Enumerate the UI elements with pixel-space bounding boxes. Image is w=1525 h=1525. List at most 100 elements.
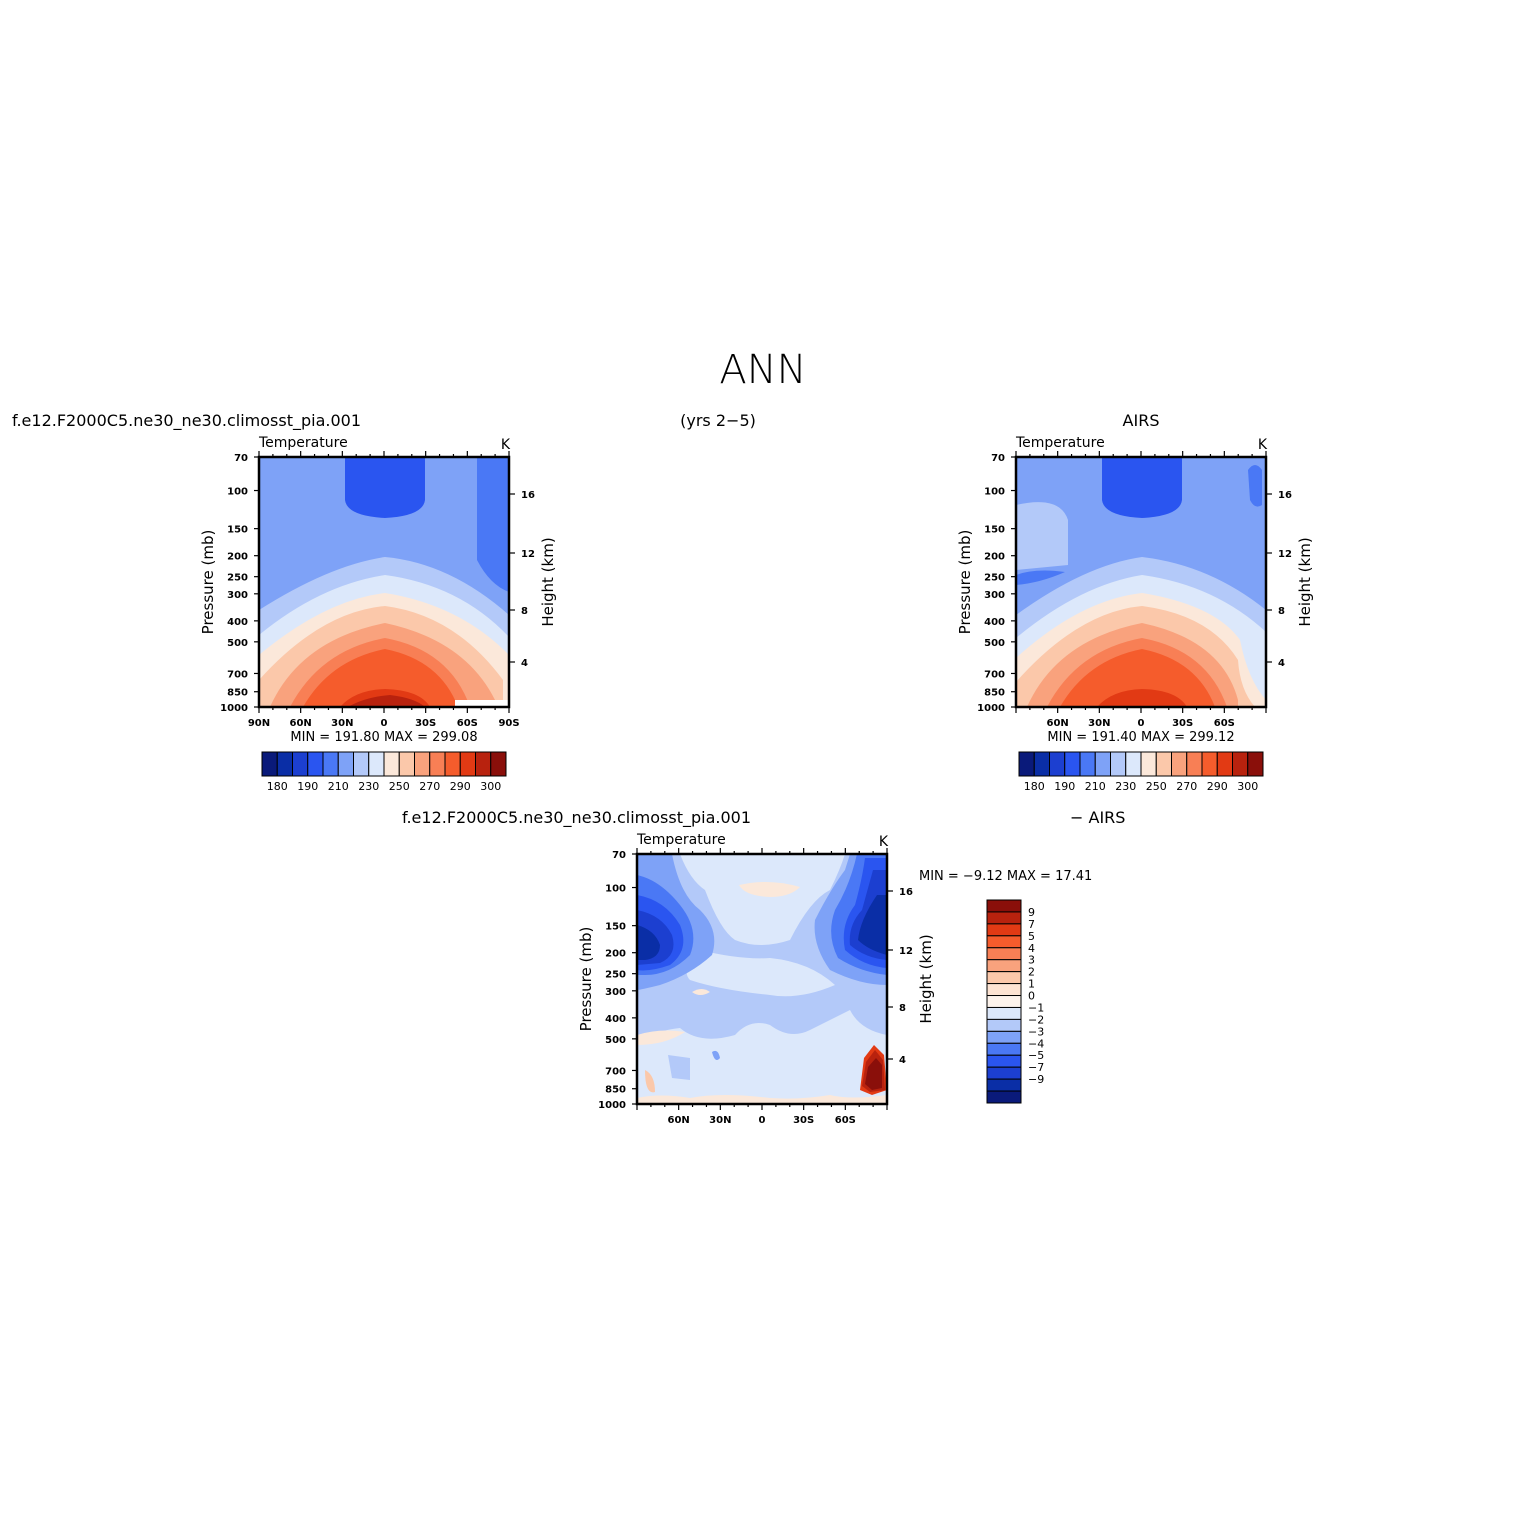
panel-diff: Temperature K <box>577 832 1092 1126</box>
x-tick-label: 30S <box>1172 718 1193 729</box>
colorbar-swatch <box>414 751 431 777</box>
colorbar-swatch <box>383 751 400 777</box>
colorbar-swatch <box>1155 751 1172 777</box>
colorbar-swatch <box>986 935 1022 949</box>
colorbar-swatch <box>986 923 1022 937</box>
colorbar-label: −1 <box>1028 1001 1044 1014</box>
colorbar-label: 250 <box>389 780 410 793</box>
colorbar-swatch <box>307 751 324 777</box>
panel-model-stats: MIN = 191.80 MAX = 299.08 <box>290 730 477 745</box>
colorbar-swatch <box>1171 751 1188 777</box>
colorbar-label: 5 <box>1028 930 1035 943</box>
colorbar-swatch <box>1049 751 1066 777</box>
x-tick-label: 30S <box>415 718 436 729</box>
y2-tick-label: 16 <box>521 490 535 501</box>
y2-tick-label: 12 <box>1278 549 1292 560</box>
colorbar-label: −9 <box>1028 1073 1044 1086</box>
y-tick-label: 150 <box>984 525 1005 536</box>
colorbar-label: 190 <box>1054 780 1075 793</box>
colorbar-swatch <box>1232 751 1249 777</box>
y-tick-label: 850 <box>605 1085 626 1096</box>
panel-diff-ylabel: Pressure (mb) <box>577 927 595 1032</box>
panel-model-units: K <box>501 437 511 453</box>
colorbar-swatch <box>1125 751 1142 777</box>
colorbar-swatch <box>398 751 415 777</box>
y2-tick-label: 16 <box>899 887 913 898</box>
panel-model-axes: 90N 60N 30N 0 30S 60S 90S 70 100 150 200 250 300 400 5… <box>220 451 535 729</box>
x-tick-label: 30N <box>1088 718 1110 729</box>
colorbar-swatch <box>986 947 1022 961</box>
y2-tick-label: 4 <box>899 1055 906 1066</box>
y-tick-label: 150 <box>605 922 626 933</box>
x-tick-label: 60N <box>290 718 312 729</box>
panel-diff-y2label: Height (km) <box>917 934 935 1023</box>
panel-obs-contours <box>1016 457 1266 707</box>
colorbar-label: 270 <box>1176 780 1197 793</box>
y-tick-label: 300 <box>227 590 248 601</box>
panel-diff-axes: 60N 30N 0 30S 60S 70 100 150 200 250 300 400 500 700 8… <box>598 848 913 1126</box>
colorbar-swatch <box>1064 751 1081 777</box>
colorbar-label: 9 <box>1028 906 1035 919</box>
panel-obs: Temperature K 60N 30N 0 30S 60S 70 100 150 200 25… <box>956 435 1314 793</box>
panel-obs-title: Temperature <box>1015 435 1105 451</box>
colorbar-swatch <box>261 751 278 777</box>
panel-diff-title: Temperature <box>636 832 726 848</box>
colorbar-label: 300 <box>1237 780 1258 793</box>
colorbar-swatch <box>986 899 1022 913</box>
y-tick-label: 150 <box>227 525 248 536</box>
colorbar-swatch <box>986 1018 1022 1032</box>
y-tick-label: 200 <box>605 949 626 960</box>
panel-obs-axes: 60N 30N 0 30S 60S 70 100 150 200 250 300 400 500 700 8… <box>977 451 1292 729</box>
colorbar-swatch <box>986 971 1022 985</box>
y-tick-label: 700 <box>227 669 248 680</box>
colorbar-label: 270 <box>419 780 440 793</box>
colorbar-swatch <box>986 1054 1022 1068</box>
y-tick-label: 100 <box>605 884 626 895</box>
colorbar-label: −3 <box>1028 1025 1044 1038</box>
y-tick-label: 850 <box>227 688 248 699</box>
colorbar-swatch <box>429 751 446 777</box>
top-left-label: f.e12.F2000C5.ne30_ne30.climosst_pia.001 <box>12 411 361 431</box>
colorbar-label: 290 <box>450 780 471 793</box>
top-right-label: AIRS <box>1123 411 1160 430</box>
colorbar-label: −4 <box>1028 1037 1044 1050</box>
colorbar-swatch <box>276 751 293 777</box>
x-tick-label: 30N <box>709 1115 731 1126</box>
colorbar-swatch <box>986 1006 1022 1020</box>
top-center-label: (yrs 2−5) <box>680 411 756 430</box>
colorbar-swatch <box>986 911 1022 925</box>
colorbar-swatch <box>1201 751 1218 777</box>
panel-obs-y2label: Height (km) <box>1296 537 1314 626</box>
colorbar-label: 180 <box>1024 780 1045 793</box>
x-tick-label: 60N <box>1047 718 1069 729</box>
y-tick-label: 500 <box>605 1035 626 1046</box>
main-title: ANN <box>719 347 806 393</box>
x-tick-label: 30N <box>331 718 353 729</box>
x-tick-label: 90S <box>498 718 519 729</box>
y-tick-label: 400 <box>227 617 248 628</box>
y-tick-label: 700 <box>605 1066 626 1077</box>
colorbar-swatch <box>368 751 385 777</box>
panel-obs-ylabel: Pressure (mb) <box>956 530 974 635</box>
colorbar-swatch <box>337 751 354 777</box>
colorbar-swatch <box>986 959 1022 973</box>
colorbar-swatch <box>353 751 370 777</box>
colorbar-swatch <box>475 751 492 777</box>
y-tick-label: 250 <box>984 573 1005 584</box>
y-tick-label: 1000 <box>598 1100 626 1111</box>
x-tick-label: 60S <box>1214 718 1235 729</box>
y-tick-label: 850 <box>984 688 1005 699</box>
panel-model-y2label: Height (km) <box>539 537 557 626</box>
colorbar-swatch <box>1094 751 1111 777</box>
colorbar-label: 2 <box>1028 966 1035 979</box>
colorbar-swatch <box>986 1090 1022 1104</box>
panel-model-title: Temperature <box>258 435 348 451</box>
y-tick-label: 100 <box>984 487 1005 498</box>
y-tick-label: 300 <box>984 590 1005 601</box>
y2-tick-label: 8 <box>899 1003 906 1014</box>
y-tick-label: 70 <box>612 850 626 861</box>
x-tick-label: 60N <box>668 1115 690 1126</box>
panel-diff-contours <box>637 854 887 1104</box>
y2-tick-label: 12 <box>899 946 913 957</box>
